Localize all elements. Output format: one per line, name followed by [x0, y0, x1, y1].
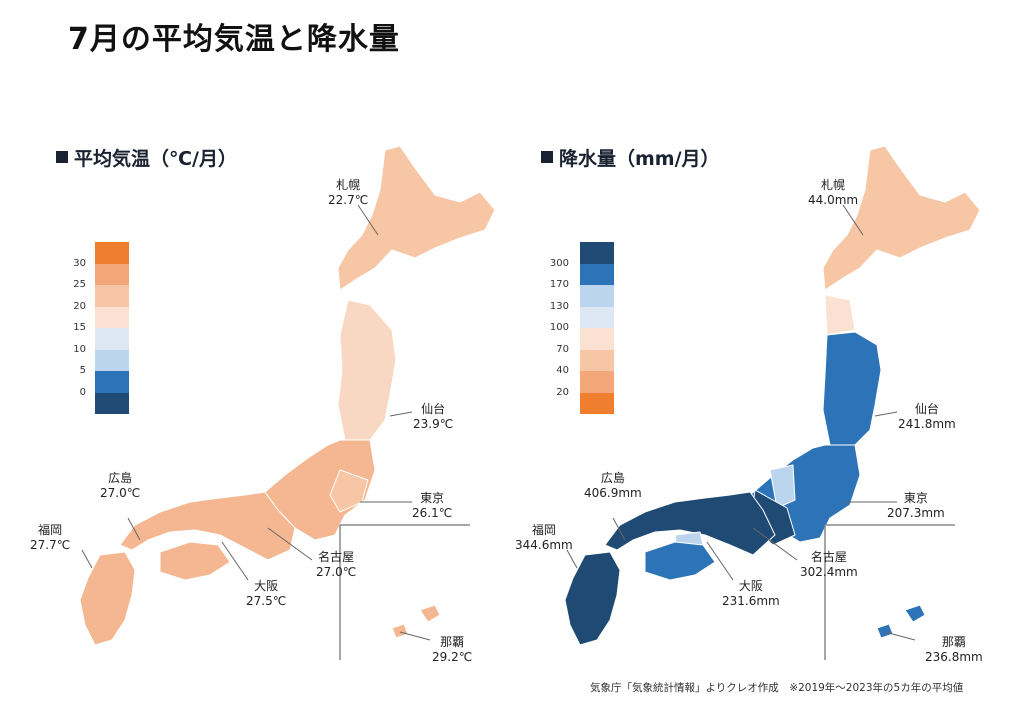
temperature-section-title: 平均気温（℃/月）: [56, 144, 237, 171]
city-label-tokyo: 東京 26.1℃: [412, 491, 453, 520]
aomori-region: [824, 294, 856, 336]
legend-tick-label: 20: [73, 300, 86, 312]
okinawa-region: [419, 604, 441, 623]
okinawa-islands: [391, 623, 409, 639]
city-label-nagoya: 名古屋 302.4mm: [800, 550, 858, 579]
legend-swatch: [580, 242, 614, 264]
city-label-tokyo: 東京 207.3mm: [887, 491, 945, 520]
city-label-sendai: 仙台 23.9℃: [413, 402, 454, 431]
city-label-hiroshima: 広島 406.9mm: [584, 471, 642, 500]
legend-swatch: [580, 263, 614, 285]
legend-swatch: [580, 306, 614, 328]
kyushu-region: [79, 551, 136, 646]
legend-swatch: [95, 392, 129, 414]
hokkaido-region: [822, 145, 981, 291]
legend-swatch: [95, 349, 129, 371]
city-label-fukuoka: 福岡 344.6mm: [515, 523, 573, 552]
legend-tick-label: 25: [73, 279, 86, 290]
kansai-chugoku-region: [119, 491, 296, 561]
legend-tick-label: 10: [73, 343, 86, 355]
legend-swatch: [580, 285, 614, 307]
legend-swatch: [580, 328, 614, 350]
kyushu-region: [564, 551, 621, 646]
city-label-sendai: 仙台 241.8mm: [898, 402, 956, 431]
precipitation-section-title: 降水量（mm/月）: [541, 144, 720, 171]
legend-tick-label: 0: [79, 386, 86, 398]
nagano-region: [769, 464, 796, 509]
legend-swatch: [95, 263, 129, 285]
source-footnote: 気象庁「気象統計情報」よりクレオ作成 ※2019年～2023年の5カ年の平均値: [590, 682, 964, 694]
legend-tick-label: 40: [556, 365, 569, 376]
legend-swatch: [580, 392, 614, 414]
legend-tick-label: 15: [73, 322, 86, 333]
legend-tick-label: 130: [549, 300, 569, 312]
shikoku-region: [644, 541, 716, 581]
tohoku-region: [822, 331, 882, 446]
legend-tick-label: 300: [549, 257, 569, 269]
hokkaido-region: [337, 145, 496, 291]
city-label-nagoya: 名古屋 27.0℃: [316, 550, 357, 579]
legend-tick-label: 100: [549, 322, 569, 333]
legend-swatch: [95, 328, 129, 350]
city-label-naha: 那覇 29.2℃: [432, 635, 473, 664]
shikoku-region: [159, 541, 231, 581]
square-bullet-icon: [56, 151, 68, 163]
city-label-hiroshima: 広島 27.0℃: [100, 471, 141, 500]
temperature-legend: [95, 242, 129, 414]
okinawa-region: [904, 604, 926, 623]
square-bullet-icon: [541, 151, 553, 163]
city-label-osaka: 大阪 231.6mm: [722, 579, 780, 608]
precipitation-section-label: 降水量（mm/月）: [559, 148, 720, 170]
legend-tick-label: 30: [73, 257, 86, 269]
legend-swatch: [95, 306, 129, 328]
kanto-region: [329, 469, 369, 513]
okinawa-islands: [876, 623, 894, 639]
legend-swatch: [580, 371, 614, 393]
legend-tick-label: 70: [556, 343, 569, 355]
legend-swatch: [95, 242, 129, 264]
kansai-chugoku-region: [604, 491, 776, 556]
chubu-kanto-region: [264, 439, 376, 541]
temperature-section-label: 平均気温（℃/月）: [74, 148, 237, 170]
legend-tick-label: 5: [79, 365, 86, 376]
temperature-map: [79, 145, 496, 660]
city-label-naha: 那覇 236.8mm: [925, 635, 983, 664]
legend-swatch: [95, 371, 129, 393]
city-label-sapporo: 札幌 44.0mm: [808, 178, 859, 207]
city-label-fukuoka: 福岡 27.7℃: [30, 523, 71, 552]
legend-tick-label: 170: [549, 279, 569, 290]
legend-tick-label: 20: [556, 386, 569, 398]
precipitation-legend: [580, 242, 614, 414]
legend-swatch: [580, 349, 614, 371]
city-label-osaka: 大阪 27.5℃: [246, 579, 287, 608]
tohoku-region: [337, 299, 397, 441]
page-title: 7月の平均気温と降水量: [68, 22, 400, 57]
precipitation-map: [564, 145, 981, 660]
legend-swatch: [95, 285, 129, 307]
city-label-sapporo: 札幌 22.7℃: [328, 178, 369, 207]
